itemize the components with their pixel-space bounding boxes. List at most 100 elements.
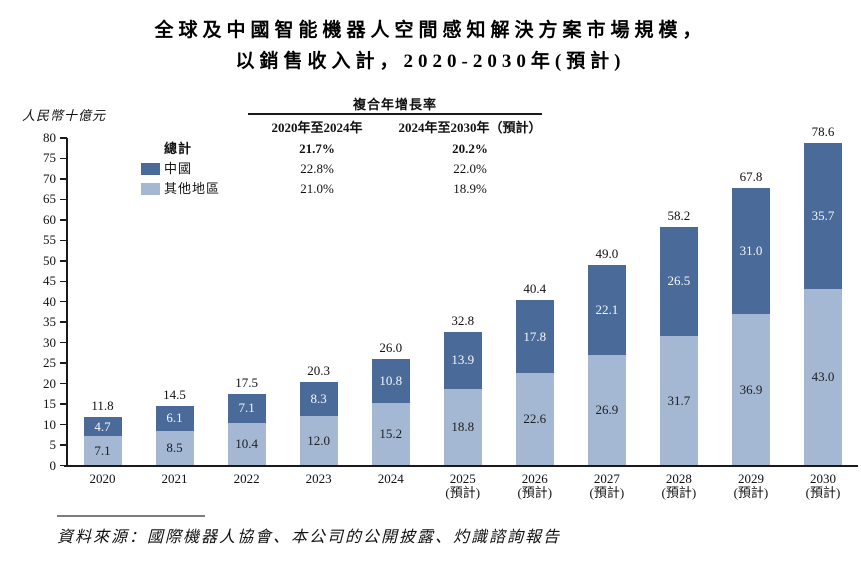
bar-segment-china	[299, 382, 338, 417]
bar-segment-label-china: 35.7	[811, 208, 835, 224]
x-tick-note: (預計)	[589, 485, 625, 500]
bar-segment-label-china: 7.1	[238, 400, 255, 416]
y-tick-mark	[60, 280, 67, 283]
y-tick-mark	[60, 239, 67, 242]
y-tick-mark	[60, 362, 67, 364]
y-tick-label: 20	[43, 375, 56, 391]
y-axis-line	[66, 138, 68, 466]
bar-segment-other	[443, 388, 482, 466]
x-tick-note: (預計)	[805, 485, 841, 500]
x-tick-note: (預計)	[517, 485, 553, 500]
bar-segment-label-china: 31.0	[739, 242, 763, 258]
bar-segment-label-other: 22.6	[523, 411, 547, 427]
bar-total-label: 32.8	[451, 312, 475, 328]
y-tick-label: 30	[43, 334, 56, 350]
bar-segment-label-other: 10.4	[235, 436, 258, 452]
bar-segment-label-other: 8.5	[166, 440, 183, 456]
bar-segment-label-other: 15.2	[379, 426, 403, 442]
bar-segment-other	[83, 436, 122, 466]
x-tick-label: 2023	[305, 471, 332, 486]
x-tick-label: 2020	[89, 471, 116, 486]
bar-total-label: 11.8	[91, 398, 114, 414]
cagr-value: 21.0%	[300, 181, 334, 196]
y-tick-label: 40	[43, 293, 56, 309]
bar-segment-label-china: 6.1	[166, 410, 183, 426]
y-tick-label: 25	[43, 355, 56, 371]
bar-segment-china	[371, 359, 410, 404]
x-axis-line	[64, 464, 858, 467]
bar-segment-label-china: 26.5	[667, 273, 691, 289]
y-tick-label: 55	[43, 232, 56, 248]
bar-segment-other	[299, 416, 338, 466]
y-tick-mark	[60, 178, 67, 180]
bar-total-label: 26.0	[379, 340, 403, 356]
bar-segment-label-china: 17.8	[523, 328, 547, 344]
y-tick-label: 45	[43, 273, 56, 289]
cagr-table-title: 複合年增長率	[352, 97, 437, 112]
bar-total-label: 20.3	[307, 363, 331, 379]
y-tick-mark	[60, 423, 67, 426]
bar-segment-china	[83, 417, 122, 437]
bar-segment-label-china: 4.7	[94, 418, 111, 434]
y-tick-label: 75	[43, 150, 56, 166]
chart-title-line1: 全球及中國智能機器人空間感知解決方案市場規模，	[154, 20, 707, 41]
y-tick-label: 65	[43, 191, 56, 207]
cagr-table-rule	[248, 113, 542, 115]
cagr-value: 22.8%	[300, 161, 334, 176]
bar-segment-label-other: 31.7	[667, 392, 691, 408]
y-tick-mark	[60, 321, 67, 323]
bar-segment-china	[659, 227, 698, 336]
legend-label: 中國	[164, 161, 193, 176]
bar-segment-label-china: 8.3	[310, 391, 327, 407]
y-tick-mark	[60, 137, 67, 139]
bar-total-label: 17.5	[235, 374, 258, 390]
bar-segment-label-other: 7.1	[94, 442, 111, 458]
chart-title-line2: 以銷售收入計，2020-2030年(預計)	[235, 51, 626, 72]
bar-segment-label-other: 18.8	[451, 419, 475, 435]
y-tick-mark	[60, 219, 67, 221]
source-rule	[57, 515, 205, 517]
legend-label: 其他地區	[164, 181, 221, 196]
bar-segment-label-other: 36.9	[739, 381, 763, 397]
y-tick-mark	[60, 198, 67, 201]
bar-segment-other	[804, 289, 842, 466]
cagr-row: 其他地區 21.0% 18.9%	[0, 180, 861, 200]
y-tick-label: 15	[43, 396, 56, 412]
x-tick-note: (預計)	[445, 485, 481, 500]
bar-total-label: 67.8	[739, 168, 763, 184]
x-tick-note: (預計)	[733, 485, 769, 500]
y-tick-mark	[60, 403, 67, 405]
cagr-row: 中國 22.8% 22.0%	[0, 160, 861, 180]
y-tick-mark	[60, 300, 67, 303]
cagr-value: 22.0%	[453, 161, 487, 176]
bar-segment-china	[731, 187, 770, 315]
cagr-col-header-1: 2020年至2024年	[271, 120, 363, 135]
y-tick-mark	[60, 464, 67, 467]
bar-segment-label-china: 10.8	[379, 373, 403, 389]
y-tick-mark	[60, 382, 67, 385]
x-tick-label: 2025	[449, 471, 476, 486]
y-tick-label: 80	[43, 129, 56, 145]
bar-segment-label-other: 26.9	[595, 402, 619, 418]
bar-segment-china	[804, 143, 842, 290]
y-tick-mark	[60, 341, 67, 344]
x-tick-label: 2024	[377, 471, 404, 486]
y-tick-mark	[60, 157, 67, 160]
bar-segment-other	[227, 422, 266, 466]
bar-total-label: 58.2	[667, 208, 691, 224]
bar-segment-china	[155, 405, 194, 431]
cagr-value: 21.7%	[299, 141, 335, 156]
x-tick-label: 2026	[521, 471, 548, 486]
bar-segment-other	[587, 355, 626, 466]
bar-segment-other	[155, 430, 194, 466]
bar-segment-china	[227, 393, 266, 423]
y-tick-label: 0	[49, 457, 57, 473]
y-tick-label: 10	[43, 416, 56, 432]
cagr-value: 18.9%	[453, 181, 487, 196]
legend-swatch-other	[141, 183, 160, 195]
y-tick-label: 50	[43, 252, 56, 268]
cagr-row: 總計 21.7% 20.2%	[0, 140, 861, 160]
y-tick-label: 70	[43, 170, 56, 186]
bar-total-label: 14.5	[163, 386, 186, 402]
